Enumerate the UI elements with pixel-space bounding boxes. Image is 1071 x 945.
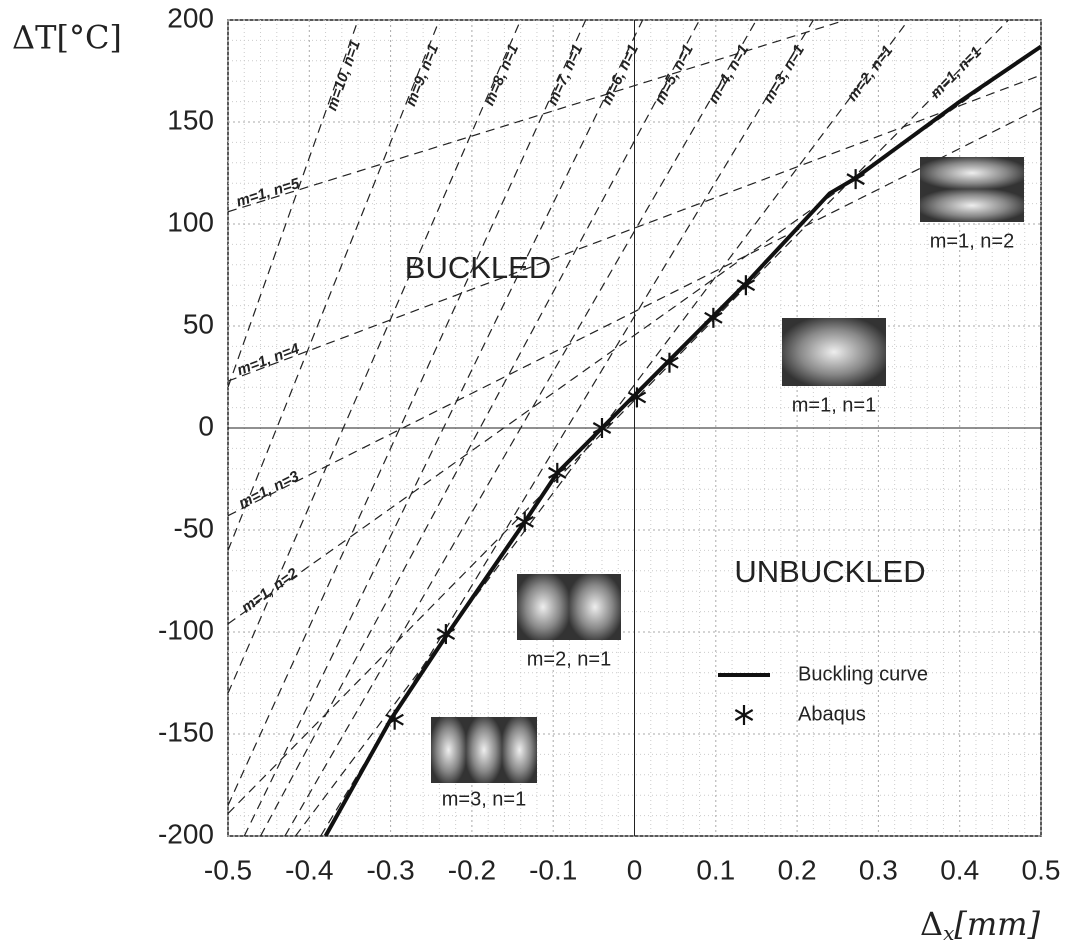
x-tick-label: 0.3 — [859, 854, 898, 885]
y-tick-label: 0 — [198, 410, 214, 441]
x-tick-label: 0 — [627, 854, 643, 885]
x-label-sub: x — [943, 921, 954, 945]
legend-label: Abaqus — [798, 703, 866, 725]
y-tick-label: 50 — [183, 308, 214, 339]
region-label: UNBUCKLED — [734, 554, 925, 589]
y-tick-label: 150 — [167, 104, 214, 135]
mode-caption: m=1, n=1 — [792, 394, 877, 416]
mode-image — [517, 574, 621, 640]
x-tick-label: -0.5 — [204, 854, 252, 885]
x-tick-label: -0.2 — [448, 854, 496, 885]
x-tick-label: 0.5 — [1022, 854, 1061, 885]
x-tick-label: 0.1 — [696, 854, 735, 885]
mode-image — [920, 157, 1024, 222]
y-tick-label: -150 — [158, 716, 214, 747]
x-tick-label: -0.3 — [366, 854, 414, 885]
x-tick-label: 0.2 — [778, 854, 817, 885]
mode-caption: m=3, n=1 — [442, 788, 527, 810]
mode-caption: m=2, n=1 — [527, 648, 612, 670]
x-tick-label: -0.1 — [529, 854, 577, 885]
mode-image — [431, 717, 537, 783]
x-label-base: Δ — [920, 905, 943, 943]
y-tick-label: 200 — [167, 2, 214, 33]
y-tick-label: 100 — [167, 206, 214, 237]
mode-image — [782, 318, 886, 386]
x-label-rest: [mm] — [954, 905, 1040, 943]
x-tick-label: -0.4 — [285, 854, 333, 885]
chart: -0.5 -0.4 -0.3 -0.2 -0.1 0 0.1 0.2 0.3 0.4 0.5 -200… — [0, 0, 1071, 945]
y-tick-label: -200 — [158, 818, 214, 849]
x-axis-label: Δx[mm] — [920, 905, 1041, 945]
region-label: BUCKLED — [405, 250, 551, 285]
y-tick-label: -50 — [174, 512, 214, 543]
legend-label: Buckling curve — [798, 663, 928, 685]
y-axis-label: ΔT[°C] — [12, 19, 122, 57]
y-tick-label: -100 — [158, 614, 214, 645]
mode-caption: m=1, n=2 — [930, 230, 1015, 252]
x-tick-label: 0.4 — [940, 854, 979, 885]
